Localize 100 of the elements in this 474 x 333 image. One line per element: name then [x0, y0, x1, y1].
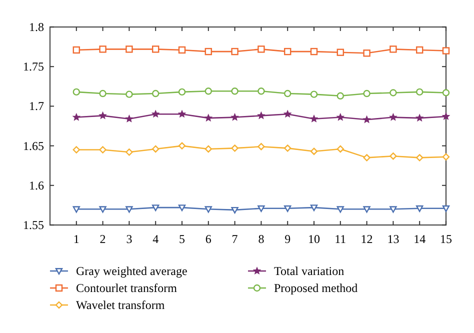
x-tick-label: 3	[126, 232, 132, 246]
x-tick-label: 15	[440, 232, 452, 246]
point	[126, 206, 133, 213]
y-tick-label: 1.8	[29, 20, 44, 34]
x-tick-label: 9	[284, 232, 291, 246]
point	[72, 88, 80, 96]
point	[204, 114, 212, 122]
point	[336, 113, 344, 120]
point	[416, 46, 424, 54]
point	[442, 112, 450, 120]
point	[336, 48, 344, 56]
point	[152, 110, 160, 118]
point	[284, 90, 292, 98]
x-tick-label: 14	[414, 232, 426, 246]
x-tick-label: 6	[205, 232, 212, 246]
point	[416, 114, 424, 122]
point	[390, 46, 397, 53]
point	[258, 46, 265, 53]
point	[390, 89, 397, 96]
x-tick-label: 1	[73, 232, 80, 246]
point	[284, 144, 292, 152]
point	[284, 110, 292, 118]
point	[152, 46, 160, 53]
point	[310, 204, 318, 212]
x-tick-label: 7	[232, 232, 238, 246]
point	[310, 90, 318, 98]
point	[442, 47, 450, 54]
point	[126, 90, 133, 98]
point	[258, 205, 265, 212]
point	[389, 113, 397, 120]
point	[231, 48, 238, 56]
point	[310, 148, 318, 155]
point	[284, 48, 292, 56]
point	[204, 88, 212, 95]
point	[258, 142, 265, 150]
point	[99, 206, 106, 213]
x-tick-label: 4	[152, 232, 159, 246]
point	[231, 206, 238, 214]
point	[416, 205, 424, 212]
legend-label: Gray weighted average	[76, 264, 188, 278]
point	[204, 206, 212, 213]
point	[72, 206, 80, 213]
point	[126, 46, 133, 53]
point	[310, 114, 318, 122]
point	[416, 88, 424, 96]
point	[72, 46, 80, 54]
point	[258, 88, 265, 95]
x-tick-label: 8	[258, 232, 264, 246]
point	[363, 90, 370, 98]
legend-label: Proposed method	[274, 281, 358, 295]
x-tick-label: 13	[387, 232, 400, 246]
point	[178, 110, 186, 118]
point	[231, 113, 239, 120]
point	[231, 144, 238, 152]
point	[99, 46, 106, 53]
point	[363, 154, 370, 162]
y-tick-label: 1.7	[29, 99, 44, 114]
legend-label: Wavelet transform	[76, 298, 166, 312]
point	[442, 205, 450, 212]
legend-label: Contourlet transform	[76, 281, 178, 295]
point	[126, 148, 133, 156]
point	[99, 112, 107, 119]
x-tick-label: 12	[360, 232, 373, 246]
point	[336, 145, 344, 153]
x-tick-label: 5	[179, 232, 185, 246]
point	[178, 88, 186, 96]
point	[336, 92, 344, 100]
point	[231, 88, 238, 95]
legend-label: Total variation	[274, 264, 344, 278]
point	[152, 90, 160, 98]
point	[363, 116, 371, 123]
point	[442, 153, 450, 160]
point	[363, 206, 370, 213]
point	[442, 89, 450, 96]
x-tick-label: 2	[100, 232, 106, 246]
point	[72, 113, 80, 120]
point	[257, 112, 265, 119]
point	[310, 48, 318, 56]
point	[336, 206, 344, 213]
y-tick-label: 1.55	[23, 218, 44, 232]
x-tick-label: 11	[334, 232, 346, 246]
point	[99, 90, 106, 98]
point	[125, 114, 133, 122]
point	[99, 146, 106, 154]
point	[284, 205, 292, 212]
point	[204, 48, 212, 56]
point	[152, 145, 160, 153]
y-tick-label: 1.6	[29, 178, 44, 192]
point	[178, 204, 186, 212]
point	[178, 142, 186, 150]
point	[363, 50, 370, 57]
point	[178, 46, 186, 54]
point	[152, 204, 160, 212]
y-tick-label: 1.65	[23, 138, 44, 153]
x-tick-label: 10	[308, 232, 320, 246]
point	[72, 146, 80, 154]
point	[416, 154, 424, 162]
y-tick-label: 1.75	[23, 60, 44, 74]
point	[390, 152, 397, 160]
point	[204, 145, 212, 153]
